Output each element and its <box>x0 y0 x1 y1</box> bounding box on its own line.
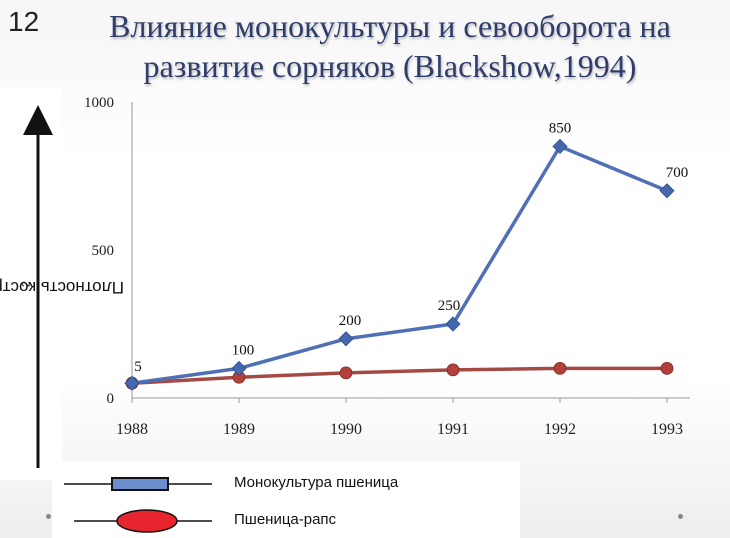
series-monoculture-line <box>131 144 668 385</box>
title-line-1: Влияние монокультуры и севооборота на <box>109 8 671 44</box>
y-axis-label-text: Плотность костреца ,шт/м <box>0 278 124 298</box>
page-title: Влияние монокультуры и севооборота на ра… <box>60 6 720 86</box>
x-tick-label: 1993 <box>651 421 683 438</box>
series-monoculture-point <box>338 331 354 347</box>
series-rotation-point <box>553 361 567 375</box>
legend: Монокультура пшеница Пшеница-рапс <box>52 462 520 538</box>
x-tick-label: 1992 <box>544 421 576 438</box>
x-tick-label: 1989 <box>223 421 255 438</box>
series-monoculture-point <box>659 183 675 199</box>
series-monoculture-point <box>124 375 140 391</box>
series-rotation-point <box>660 361 674 375</box>
data-label: 700 <box>666 165 689 181</box>
legend-swatches <box>64 477 212 533</box>
data-label: 5 <box>134 359 142 375</box>
data-label: 250 <box>438 298 461 314</box>
x-tick-label: 1990 <box>330 421 362 438</box>
data-label: 100 <box>232 342 255 358</box>
y-tick-label: 500 <box>92 243 115 259</box>
series-rotation-line <box>131 366 667 385</box>
x-tick-label: 1988 <box>116 421 148 438</box>
data-label: 200 <box>339 313 362 329</box>
series-monoculture-point <box>445 316 461 332</box>
x-tick-label: 1991 <box>437 421 469 438</box>
series-rotation-point <box>339 366 353 380</box>
decorative-dot-left <box>46 514 51 519</box>
legend-rotation-marker <box>116 509 178 533</box>
slide-number: 12 <box>8 6 40 37</box>
legend-monoculture-label: Монокультура пшеница <box>234 474 399 491</box>
title-line-2: развитие сорняков (Blackshow,1994) <box>143 48 637 84</box>
legend-monoculture-marker <box>111 477 169 491</box>
series-monoculture-point <box>552 138 568 154</box>
series-rotation-point <box>446 363 460 377</box>
y-axis-label-panel <box>0 88 62 480</box>
y-tick-label: 0 <box>107 391 115 407</box>
series-monoculture-point <box>231 360 247 376</box>
y-tick-label: 1000 <box>84 95 114 111</box>
data-label: 850 <box>549 120 572 136</box>
decorative-dot-right <box>678 514 683 519</box>
legend-rotation-label: Пшеница-рапс <box>234 511 337 528</box>
